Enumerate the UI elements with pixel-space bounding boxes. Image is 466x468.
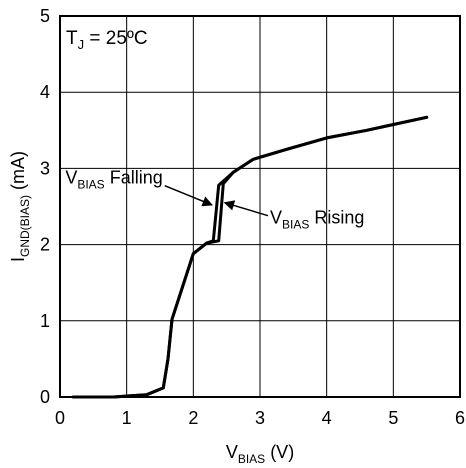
grid bbox=[60, 16, 460, 397]
x-tick-label: 5 bbox=[388, 408, 398, 428]
x-tick-label: 3 bbox=[255, 408, 265, 428]
x-tick-labels: 0 1 2 3 4 5 6 bbox=[55, 408, 465, 428]
y-tick-labels: 0 1 2 3 4 5 bbox=[40, 6, 50, 407]
annotations: VBIAS Falling VBIAS Rising bbox=[65, 168, 364, 232]
series-lines bbox=[71, 115, 429, 399]
x-axis-label-tail: (V) bbox=[265, 442, 294, 462]
x-axis-label-main: V bbox=[226, 442, 238, 462]
condition-sub: J bbox=[78, 37, 85, 52]
y-tick-label: 0 bbox=[40, 387, 50, 407]
x-axis-label: VBIAS (V) bbox=[226, 442, 294, 466]
condition-label: TJ = 25ºC bbox=[66, 28, 148, 52]
y-axis-label: IGND(BIAS) (mA) bbox=[8, 151, 32, 262]
condition-tail: = 25ºC bbox=[84, 28, 147, 49]
y-tick-label: 2 bbox=[40, 235, 50, 255]
condition-main: T bbox=[66, 28, 78, 49]
y-tick-label: 4 bbox=[40, 82, 50, 102]
series-line bbox=[71, 115, 429, 399]
plot-frame bbox=[59, 15, 461, 398]
annotation-label: VBIAS Rising bbox=[270, 207, 364, 231]
x-tick-label: 6 bbox=[455, 408, 465, 428]
annotation-arrow bbox=[164, 184, 213, 207]
annotation-label: VBIAS Falling bbox=[65, 168, 162, 192]
y-axis-label-tail: (mA) bbox=[8, 151, 28, 195]
y-tick-label: 3 bbox=[40, 158, 50, 178]
x-axis-label-sub: BIAS bbox=[238, 452, 265, 466]
y-tick-label: 5 bbox=[40, 6, 50, 26]
y-tick-label: 1 bbox=[40, 311, 50, 331]
x-tick-label: 0 bbox=[55, 408, 65, 428]
y-axis-label-sub: GND(BIAS) bbox=[18, 195, 32, 257]
annotation-arrow bbox=[223, 200, 269, 217]
x-tick-label: 2 bbox=[188, 408, 198, 428]
x-tick-label: 1 bbox=[122, 408, 132, 428]
y-axis-label-main: I bbox=[8, 257, 28, 262]
x-tick-label: 4 bbox=[322, 408, 332, 428]
